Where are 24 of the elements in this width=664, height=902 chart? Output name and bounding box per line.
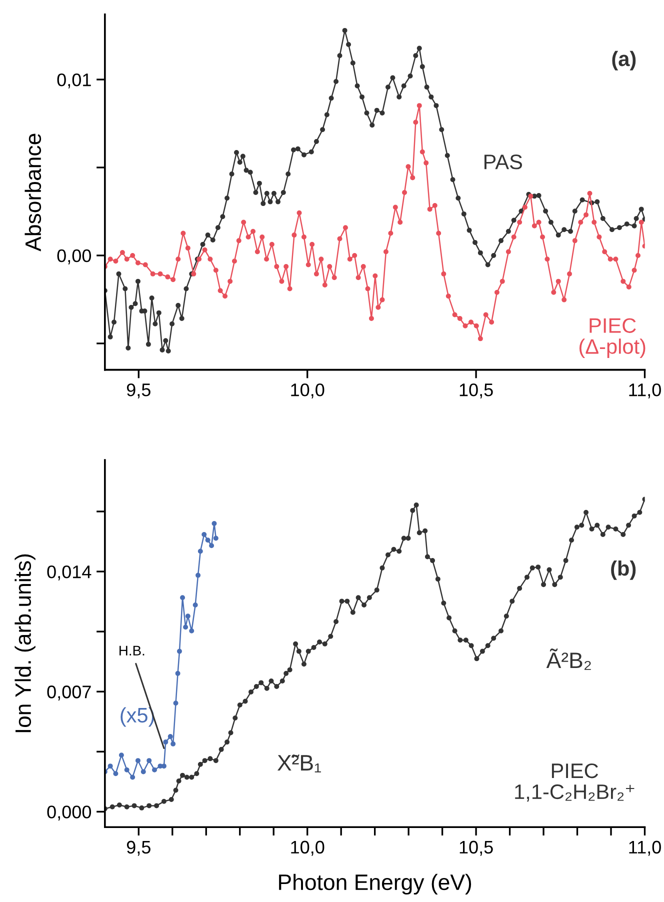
y-tick-label: 0,01 [57, 73, 91, 88]
series-label: PAS [484, 154, 522, 170]
x-tick-label: 10,0 [291, 383, 324, 398]
annotation: Ã²B₂ [546, 648, 591, 670]
x-axis-title: Photon Energy (eV) [279, 874, 472, 895]
annotation: (b) [611, 560, 636, 580]
y-tick-label: 0,007 [47, 686, 91, 700]
series-label: PIEC (Δ-plot) [579, 318, 646, 358]
y-tick-label: 0,000 [47, 806, 92, 821]
y-axis-title: Ion Yld. (arb.units) [14, 554, 36, 732]
y-tick-label: 0,014 [47, 565, 92, 580]
y-tick-label: 0,00 [57, 249, 92, 264]
x-tick-label: 9,5 [126, 383, 150, 398]
x-tick-label: 10,5 [460, 383, 493, 398]
text: PIEC 1,1-C₂H₂Br₂⁺ [515, 763, 634, 802]
x-tick-label: 11,0 [629, 840, 661, 856]
x-tick-label: 10,5 [460, 840, 493, 856]
x-tick-label: 10,0 [291, 840, 324, 856]
x-tick-label: 9,5 [126, 840, 150, 856]
annotation: X̃²B₁ [277, 754, 321, 772]
annotation: H.B. [120, 646, 144, 656]
x-tick-label: 11,0 [629, 383, 661, 398]
annotation: (a) [612, 50, 636, 70]
y-axis-title: Absorbance [24, 134, 42, 252]
